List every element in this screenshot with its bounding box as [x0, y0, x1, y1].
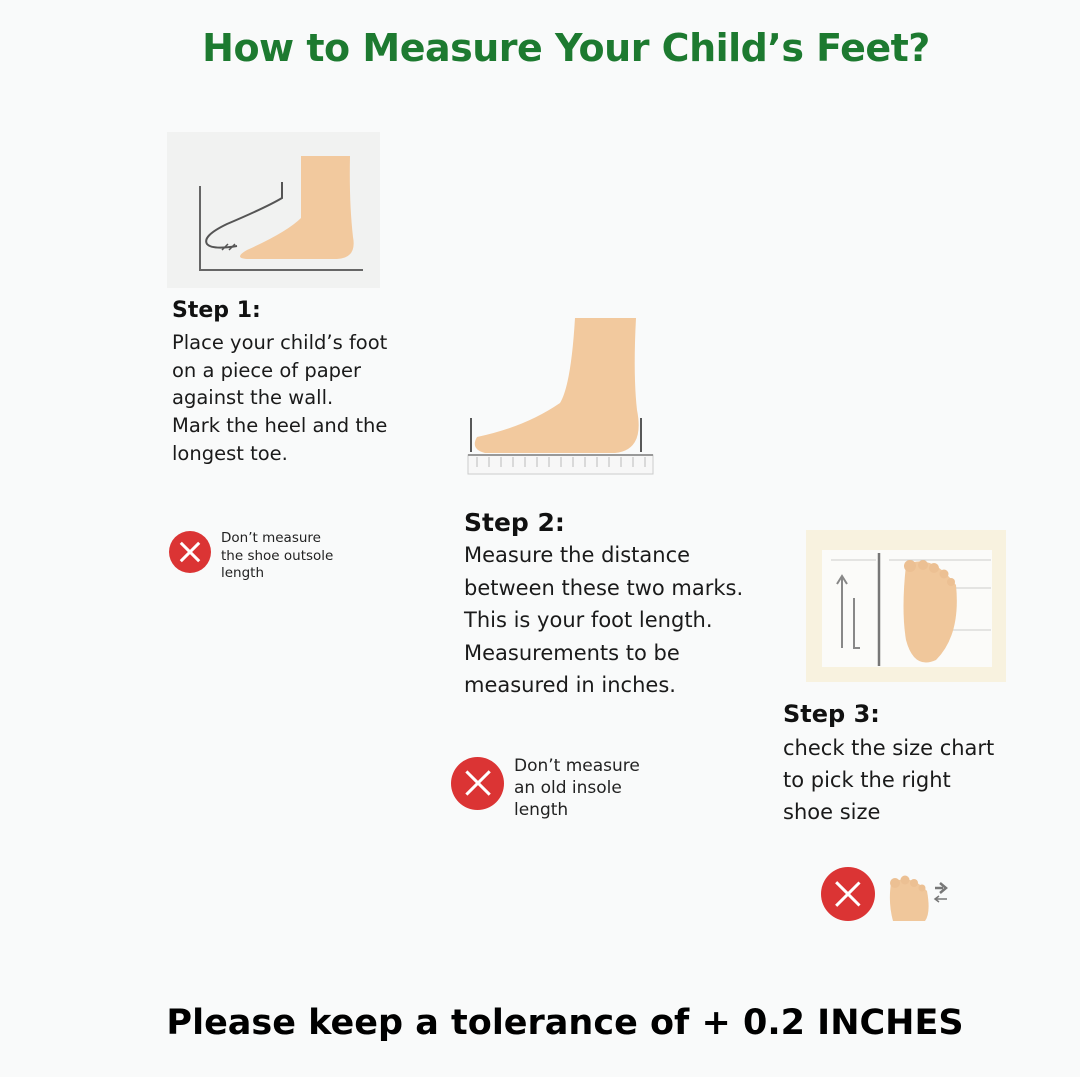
warning-line: length [221, 565, 265, 582]
text-line: Place your child’s foot [172, 331, 388, 354]
text-line: shoe size [783, 800, 881, 824]
step-3-text: check the size chart to pick the right s… [783, 732, 1023, 828]
step-3-warning [821, 863, 955, 925]
toe-foot-icon [889, 875, 948, 921]
foot-on-ruler-icon [465, 315, 660, 480]
close-x-icon [821, 867, 875, 921]
text-line: against the wall. [172, 386, 334, 410]
warning-line: an old insole [514, 778, 622, 799]
text-line: to pick the right [783, 768, 951, 792]
foot-size-chart-icon [806, 530, 1006, 682]
text-line: measured in inches. [464, 673, 676, 697]
text-line: check the size chart [783, 736, 995, 760]
warning-line: length [514, 800, 569, 821]
foot-against-wall-icon [167, 132, 380, 288]
step-1-text: Place your child’s foot on a piece of pa… [172, 329, 412, 467]
page-title: How to Measure Your Child’s Feet? [202, 26, 930, 70]
warning-line: Don’t measure [221, 530, 321, 546]
step-2-heading: Step 2: [464, 508, 565, 537]
text-line: between these two marks. [464, 575, 744, 600]
step-1-warning: Don’t measure the shoe outsole length [169, 522, 333, 583]
step-3-heading: Step 3: [783, 700, 880, 728]
warning-line: Don’t measure [514, 756, 640, 776]
text-line: on a piece of paper [172, 358, 362, 382]
close-x-icon [169, 531, 211, 574]
text-line: Measure the distance [464, 543, 691, 567]
text-line: This is your foot length. [464, 608, 713, 632]
step-2-warning: Don’t measure an old insole length [451, 745, 640, 821]
close-x-icon [451, 756, 504, 810]
text-line: Mark the heel and the [172, 414, 388, 438]
step-1-heading: Step 1: [172, 298, 261, 323]
step-2-text: Measure the distance between these two m… [464, 539, 784, 702]
warning-line: the shoe outsole [221, 547, 334, 564]
text-line: longest toe. [172, 441, 288, 465]
text-line: Measurements to be [464, 640, 680, 665]
tolerance-note: Please keep a tolerance of + 0.2 INCHES [166, 1003, 964, 1043]
